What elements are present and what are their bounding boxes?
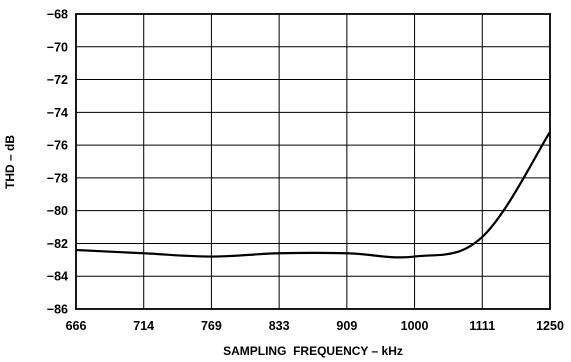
thd-series-line — [75, 131, 551, 259]
x-tick-label: 1111 — [469, 319, 495, 333]
x-tick-label: 1000 — [401, 319, 429, 333]
grid-lines — [76, 14, 550, 309]
y-tick-label: −74 — [47, 106, 68, 120]
y-tick-label: −78 — [47, 171, 68, 185]
x-tick-label: 909 — [336, 319, 357, 333]
plot-frame — [75, 13, 551, 310]
y-tick-label: −72 — [47, 73, 68, 87]
x-axis-title: SAMPLING FREQUENCY – kHz — [223, 344, 403, 358]
y-axis-title: THD – dB — [3, 135, 17, 189]
x-tick-label: 1250 — [536, 319, 564, 333]
x-tick-labels: 666 714 769 833 909 1000 1111 1250 — [66, 319, 564, 333]
y-tick-label: −84 — [47, 270, 68, 284]
series-group — [75, 131, 551, 259]
y-tick-label: −70 — [47, 40, 68, 54]
y-tick-label: −68 — [47, 8, 68, 22]
y-tick-label: −82 — [47, 237, 68, 251]
y-tick-labels: −68 −70 −72 −74 −76 −78 −80 −82 −84 −86 — [47, 8, 68, 317]
x-tick-label: 769 — [201, 319, 222, 333]
x-tick-label: 714 — [133, 319, 154, 333]
x-tick-label: 833 — [269, 319, 290, 333]
y-tick-label: −86 — [47, 303, 68, 317]
x-tick-label: 666 — [66, 319, 87, 333]
y-tick-label: −76 — [47, 139, 68, 153]
y-tick-label: −80 — [47, 204, 68, 218]
